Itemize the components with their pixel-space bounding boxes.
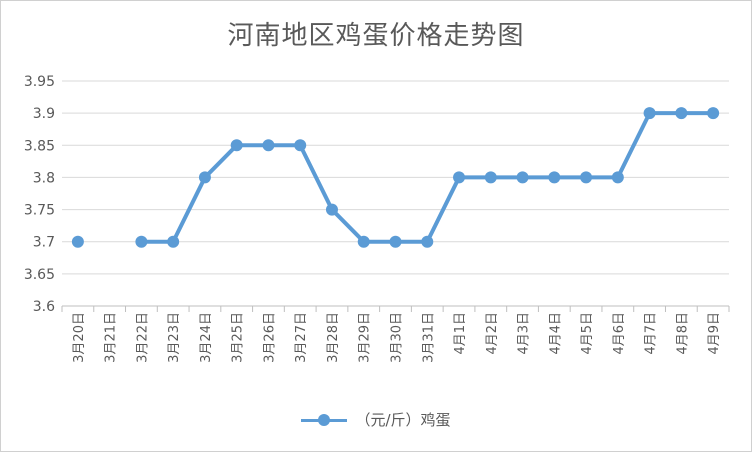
y-tick-label: 3.95 (24, 74, 55, 90)
x-tick-label: 3月31日 (421, 312, 436, 363)
y-tick-label: 3.6 (33, 299, 55, 315)
x-tick-label: 4月9日 (707, 312, 722, 355)
legend: （元/斤）鸡蛋 (1, 409, 751, 430)
x-tick-label: 4月4日 (548, 312, 563, 355)
data-point (230, 139, 243, 152)
y-tick-label: 3.65 (24, 267, 55, 283)
x-tick-label: 4月2日 (485, 312, 500, 355)
data-point (675, 107, 688, 120)
data-point (357, 235, 370, 248)
legend-swatch (301, 413, 348, 427)
data-point (548, 171, 561, 184)
data-point (516, 171, 529, 184)
chart-title: 河南地区鸡蛋价格走势图 (227, 21, 525, 51)
x-tick-label: 3月28日 (326, 312, 341, 363)
x-tick-label: 4月7日 (644, 312, 659, 355)
data-point (294, 139, 307, 152)
y-tick-label: 3.8 (33, 170, 55, 186)
x-tick-label: 3月29日 (358, 312, 373, 363)
data-point (71, 235, 84, 248)
data-point (325, 203, 338, 216)
data-point (453, 171, 466, 184)
data-point (643, 107, 656, 120)
x-tick-label: 3月22日 (135, 312, 150, 363)
data-point (198, 171, 211, 184)
data-point (611, 171, 624, 184)
x-tick-label: 4月1日 (453, 312, 468, 355)
x-tick-label: 3月26日 (262, 312, 277, 363)
y-tick-label: 3.75 (24, 203, 55, 219)
x-tick-label: 3月21日 (104, 312, 119, 363)
x-tick-label: 4月3日 (517, 312, 532, 355)
y-tick-label: 3.85 (24, 138, 55, 154)
data-point (707, 107, 720, 120)
x-tick-label: 4月5日 (580, 312, 595, 355)
data-point (262, 139, 275, 152)
data-point (484, 171, 497, 184)
x-tick-label: 3月30日 (390, 312, 405, 363)
x-tick-label: 3月20日 (72, 312, 87, 363)
x-tick-label: 3月23日 (167, 312, 182, 363)
x-tick-label: 3月24日 (199, 312, 214, 363)
y-tick-label: 3.9 (33, 106, 55, 122)
x-tick-label: 3月27日 (294, 312, 309, 363)
data-point (389, 235, 402, 248)
y-tick-label: 3.7 (33, 235, 55, 251)
x-tick-label: 3月25日 (231, 312, 246, 363)
data-point (421, 235, 434, 248)
x-tick-label: 4月6日 (612, 312, 627, 355)
data-point (167, 235, 180, 248)
x-tick-label: 4月8日 (675, 312, 690, 355)
data-point (580, 171, 593, 184)
data-point (135, 235, 148, 248)
legend-label: （元/斤）鸡蛋 (355, 411, 451, 429)
